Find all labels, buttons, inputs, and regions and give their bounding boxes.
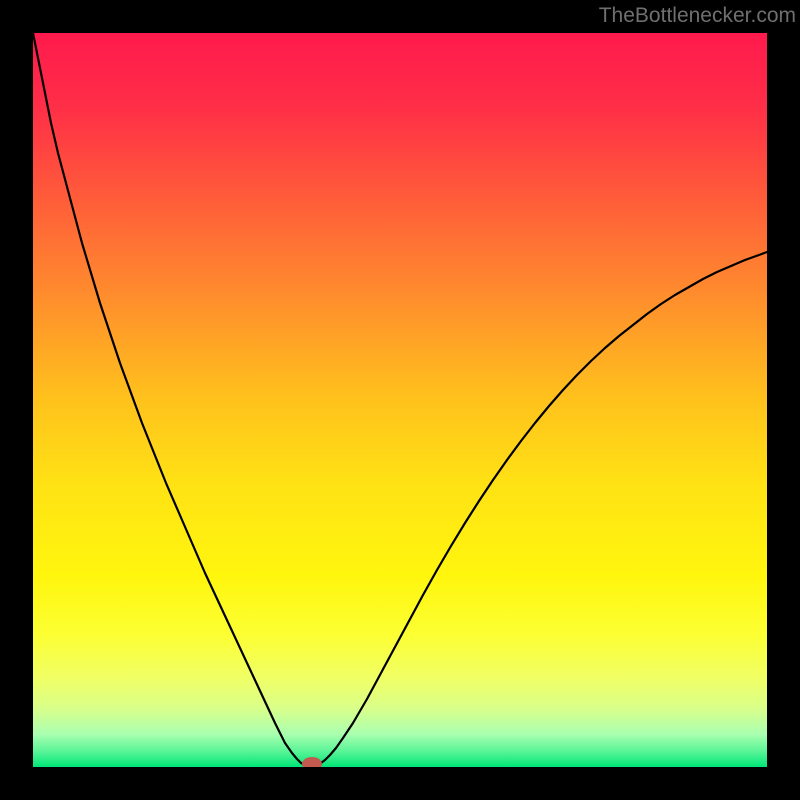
watermark-text: TheBottlenecker.com: [599, 4, 796, 28]
plot-area: [33, 33, 767, 767]
gradient-background: [33, 33, 767, 767]
plot-svg: [33, 33, 767, 767]
